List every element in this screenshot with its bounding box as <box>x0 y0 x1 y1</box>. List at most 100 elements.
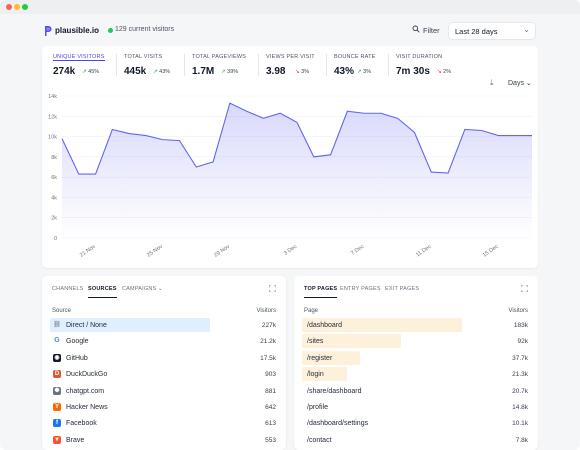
source-label[interactable]: chatgpt.com <box>66 387 105 395</box>
page-row[interactable]: /share/dashboard 20.7k <box>302 384 528 398</box>
source-visitors: 17.5k <box>260 354 276 362</box>
visitors-chart: 0 2k 4k 6k 8k 10k 12k 14k 21 Nov 25 Nov 29 Nov 3 De… <box>48 94 533 259</box>
visitors-area <box>62 103 532 238</box>
visitors-column-header: Visitors <box>508 308 528 314</box>
source-label[interactable]: Hacker News <box>66 404 108 411</box>
source-row[interactable]: Y Hacker News 642 <box>50 400 276 414</box>
arrow-up-icon: ↗ <box>82 69 89 75</box>
tab-exit-pages[interactable]: EXIT PAGES <box>385 286 419 292</box>
source-row[interactable]: ▼ Brave 553 <box>50 433 276 447</box>
metric-change: ↗ 39% <box>221 69 238 75</box>
source-row[interactable]: D DuckDuckGo 903 <box>50 367 276 381</box>
tab-top-pages[interactable]: TOP PAGES <box>304 286 338 298</box>
page-row[interactable]: /dashboard/settings 10.1k <box>302 416 528 430</box>
page-row[interactable]: /register 37.7k <box>302 350 528 365</box>
metric-value: 1.7M <box>192 66 215 77</box>
tab-sources[interactable]: SOURCES <box>88 286 117 298</box>
page-row[interactable]: /contact 7.8k <box>302 433 528 447</box>
metric-change-value: 3% <box>301 69 310 75</box>
current-visitors[interactable]: 129 current visitors <box>115 26 175 33</box>
metric-label: VISIT DURATION <box>396 54 443 60</box>
top-bar: plausible.io ⌄ 129 current visitors Filt… <box>0 18 580 44</box>
tab-entry-pages[interactable]: ENTRY PAGES <box>340 286 381 292</box>
minimize-window-button[interactable] <box>14 4 20 10</box>
page-row[interactable]: /profile 14.8k <box>302 400 528 414</box>
page-label[interactable]: /sites <box>307 338 324 346</box>
page-visitors: 183k <box>513 322 528 329</box>
y-tick-label: 10k <box>48 135 57 141</box>
source-label[interactable]: Facebook <box>66 420 97 428</box>
metric-change: ↗ 45% <box>82 69 99 75</box>
search-icon <box>412 25 420 33</box>
source-share-bar <box>50 318 210 332</box>
page-label[interactable]: /dashboard <box>307 322 343 329</box>
pages-card: TOP PAGES ENTRY PAGES EXIT PAGES Page Visi… <box>294 276 538 450</box>
metric-change: ↗ 43% <box>153 69 170 75</box>
page-row[interactable]: /sites 92k <box>302 334 528 349</box>
tab-label: CAMPAIGNS <box>122 286 157 292</box>
download-icon[interactable]: ⤓ <box>490 78 494 87</box>
source-label[interactable]: Brave <box>66 436 85 444</box>
metric-divider <box>388 54 389 76</box>
source-row[interactable]: ✺ chatgpt.com 881 <box>50 384 276 398</box>
source-label[interactable]: Direct / None <box>66 322 107 329</box>
interval-select[interactable]: Days ⌄ <box>508 80 532 87</box>
sources-card: CHANNELS SOURCES CAMPAIGNS ⌄ Source Visito… <box>42 276 286 450</box>
source-label[interactable]: Google <box>66 338 89 346</box>
page-label[interactable]: /contact <box>307 436 332 444</box>
brave-icon: ▼ <box>53 435 61 444</box>
arrow-up-icon: ↗ <box>153 69 160 75</box>
tab-channels[interactable]: CHANNELS <box>52 286 84 292</box>
source-row[interactable]: f Facebook 613 <box>50 416 276 430</box>
source-row[interactable]: ◉ GitHub 17.5k <box>50 351 276 365</box>
metric-label: VIEWS PER VISIT <box>266 54 315 60</box>
source-row[interactable]: ⛓ Direct / None 227k <box>50 318 276 332</box>
metric-label: BOUNCE RATE <box>334 54 376 60</box>
expand-icon[interactable] <box>269 285 276 292</box>
metric-change-value: 2% <box>443 69 452 75</box>
github-icon: ◉ <box>53 353 61 362</box>
chevron-down-icon[interactable]: ⌄ <box>92 24 99 33</box>
expand-icon[interactable] <box>521 285 528 292</box>
page-row[interactable]: /login 21.3k <box>302 367 528 382</box>
facebook-icon: f <box>53 419 61 428</box>
page-visitors: 20.7k <box>512 387 528 395</box>
tab-campaigns[interactable]: CAMPAIGNS ⌄ <box>122 286 163 292</box>
arrow-up-icon: ↗ <box>357 69 364 75</box>
link-icon: ⛓ <box>53 322 61 328</box>
metric-label: TOTAL VISITS <box>124 54 163 60</box>
metric-label: TOTAL PAGEVIEWS <box>192 54 247 60</box>
page-label[interactable]: /register <box>307 354 333 362</box>
metric-change-value: 39% <box>227 69 239 75</box>
page-label[interactable]: /share/dashboard <box>307 387 362 395</box>
close-window-button[interactable] <box>6 4 12 10</box>
site-name[interactable]: plausible.io <box>55 26 100 35</box>
title-bar <box>0 0 580 14</box>
x-tick-label: 7 Dec <box>350 244 365 257</box>
filter-button[interactable]: Filter <box>412 24 442 38</box>
maximize-window-button[interactable] <box>22 4 28 10</box>
source-label[interactable]: DuckDuckGo <box>66 371 108 379</box>
source-row[interactable]: G Google 21.2k <box>50 334 276 348</box>
y-tick-label: 8k <box>51 155 57 161</box>
page-label[interactable]: /login <box>307 371 324 379</box>
tab-label: CHANNELS <box>52 286 84 292</box>
page-label[interactable]: /profile <box>307 404 329 411</box>
metric-change: ↘ 3% <box>295 69 309 75</box>
source-label[interactable]: GitHub <box>66 354 88 362</box>
duckduckgo-icon: D <box>53 370 61 379</box>
page-visitors: 14.8k <box>512 404 528 411</box>
chevron-down-icon: ⌄ <box>523 25 530 34</box>
arrow-down-icon: ↘ <box>437 69 444 75</box>
arrow-up-icon: ↗ <box>221 69 228 75</box>
metric-change-value: 3% <box>363 69 372 75</box>
period-select[interactable]: Last 28 days ⌄ <box>449 23 535 39</box>
metric-value: 274k <box>53 66 76 77</box>
main-graph-card: UNIQUE VISITORS 274k ↗ 45% TOTAL VISITS 445k… <box>42 46 538 268</box>
page-row[interactable]: /dashboard 183k <box>302 318 528 332</box>
filter-label: Filter <box>423 26 440 35</box>
period-label: Last 28 days <box>455 27 498 36</box>
arrow-down-icon: ↘ <box>295 69 302 75</box>
page-label[interactable]: /dashboard/settings <box>307 420 369 428</box>
